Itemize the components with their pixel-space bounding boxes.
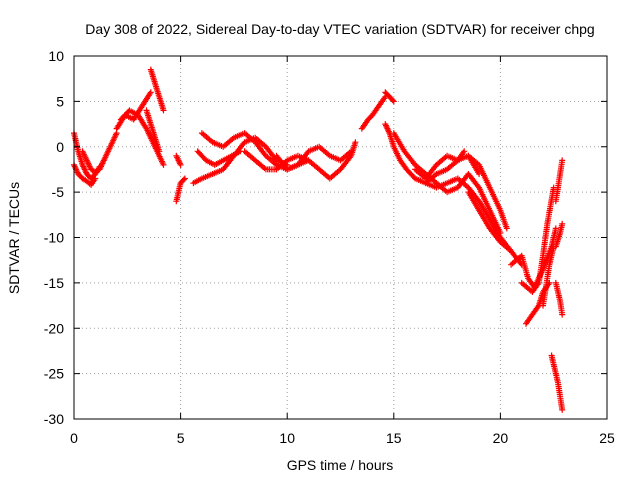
series-arc-28 (552, 220, 566, 250)
series-arc-30 (548, 352, 566, 413)
series-arc-29 (552, 279, 566, 318)
y-tick-label: 10 (48, 48, 64, 64)
point-markers (143, 107, 163, 155)
x-axis-title: GPS time / hours (287, 457, 394, 473)
y-tick-label: -30 (44, 411, 64, 427)
y-tick-label: -5 (52, 184, 65, 200)
series-arc-20 (422, 148, 468, 187)
x-tick-label: 5 (177, 430, 185, 446)
series-arc-9 (173, 152, 184, 168)
point-markers (147, 66, 167, 114)
point-markers (194, 148, 244, 168)
series-arc-8 (173, 175, 188, 205)
x-tick-label: 20 (493, 430, 509, 446)
series-arc-6 (147, 66, 167, 114)
grid (74, 56, 607, 419)
series-arc-27 (552, 157, 566, 205)
x-tick-label: 25 (599, 430, 615, 446)
point-markers (173, 175, 188, 205)
point-markers (540, 243, 557, 309)
point-markers (465, 189, 525, 268)
x-tick-label: 10 (279, 430, 295, 446)
y-tick-label: 5 (56, 93, 64, 109)
series-arc-12 (194, 148, 244, 168)
plot-frame (73, 55, 608, 420)
y-tick-label: -20 (44, 320, 64, 336)
point-markers (173, 152, 184, 168)
point-markers (552, 220, 566, 250)
axis-ticks: 0 5 10 15 20 25 10 5 0 -5 -10 -15 -20 -25 -30 (44, 48, 615, 446)
chart-title: Day 308 of 2022, Sidereal Day-to-day VTE… (85, 21, 594, 37)
point-markers (422, 148, 468, 187)
series-arc-13 (241, 139, 359, 182)
point-markers (552, 157, 566, 205)
point-markers (358, 93, 389, 132)
series-arc-21 (465, 152, 510, 232)
series-arc-16 (382, 89, 397, 105)
point-markers (79, 130, 120, 176)
x-tick-label: 15 (386, 430, 402, 446)
point-markers (117, 107, 167, 168)
point-markers (382, 89, 397, 105)
y-tick-label: 0 (56, 139, 64, 155)
series-arc-17 (382, 121, 515, 255)
series-arc-22 (465, 189, 525, 268)
y-tick-label: -15 (44, 275, 64, 291)
series-arc-7 (143, 107, 163, 155)
point-markers (382, 121, 515, 255)
series-arc-24 (518, 184, 557, 295)
data-points (71, 66, 566, 413)
series-arc-14 (273, 143, 355, 173)
point-markers (241, 139, 359, 182)
x-tick-label: 0 (70, 430, 78, 446)
point-markers (548, 352, 566, 413)
point-markers (273, 143, 355, 173)
series-arc-3 (79, 130, 120, 176)
point-markers (465, 152, 510, 232)
y-tick-label: -25 (44, 366, 64, 382)
series-arc-5 (117, 107, 167, 168)
series-arc-26 (540, 243, 557, 309)
series-arc-15 (358, 93, 389, 132)
point-markers (518, 184, 557, 295)
y-tick-label: -10 (44, 230, 64, 246)
point-markers (552, 279, 566, 318)
y-axis-title: SDTVAR / TECUs (6, 182, 22, 294)
